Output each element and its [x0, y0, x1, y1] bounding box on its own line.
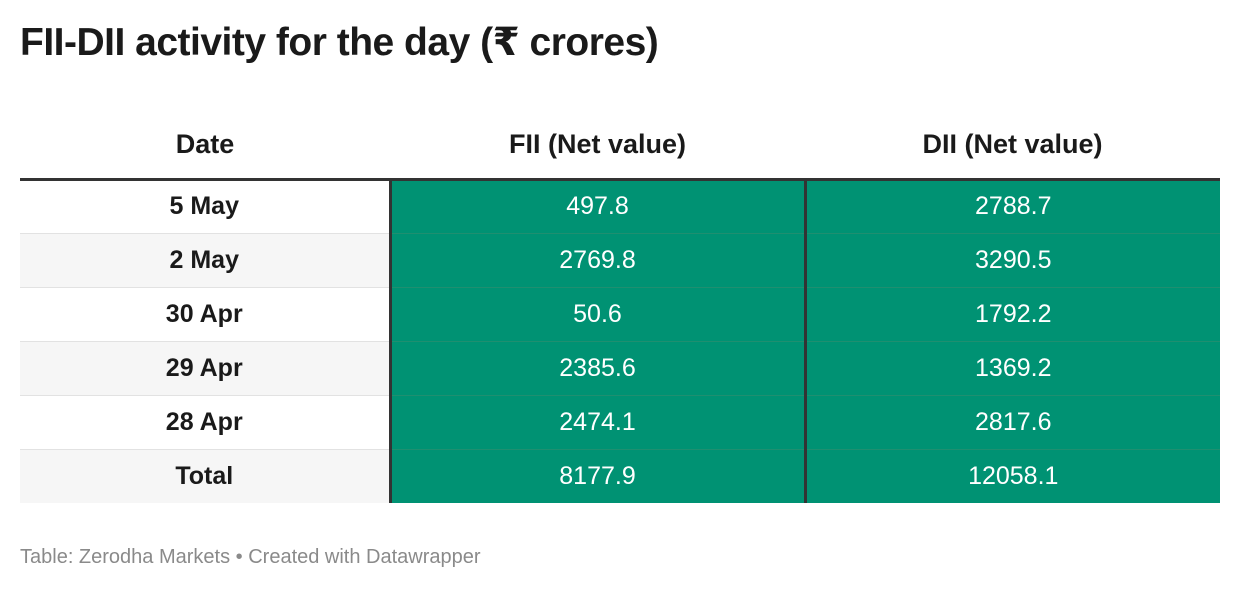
fii-value-cell: 50.6: [388, 287, 807, 342]
dii-value-cell: 2817.6: [805, 395, 1220, 450]
source-footer: Table: Zerodha Markets • Created with Da…: [20, 546, 481, 568]
column-header-fii: FII (Net value): [390, 110, 805, 181]
table-row: 30 Apr 50.6 1792.2: [20, 287, 1220, 342]
table-row: 29 Apr 2385.6 1369.2: [20, 341, 1220, 396]
date-cell: 29 Apr: [20, 341, 390, 396]
column-header-dii: DII (Net value): [805, 110, 1220, 181]
table-body: 5 May 497.8 2788.7 2 May 2769.8 3290.5 3…: [20, 179, 1220, 503]
table-row: 5 May 497.8 2788.7: [20, 179, 1220, 234]
table-row: 2 May 2769.8 3290.5: [20, 233, 1220, 288]
dii-value-cell: 2788.7: [805, 179, 1220, 234]
fii-value-cell: 2385.6: [388, 341, 807, 396]
date-cell: 2 May: [20, 233, 390, 288]
fii-dii-table: Date FII (Net value) DII (Net value) 5 M…: [20, 110, 1220, 503]
fii-value-cell: 497.8: [388, 179, 807, 234]
fii-value-cell: 2474.1: [388, 395, 807, 450]
date-cell: 30 Apr: [20, 287, 390, 342]
data-table-container: Date FII (Net value) DII (Net value) 5 M…: [20, 110, 1220, 503]
dii-value-cell: 1792.2: [805, 287, 1220, 342]
chart-title: FII-DII activity for the day (₹ crores): [20, 21, 659, 64]
dii-value-cell: 1369.2: [805, 341, 1220, 396]
column-header-date: Date: [20, 110, 390, 181]
fii-value-cell: 2769.8: [388, 233, 807, 288]
table-header-row: Date FII (Net value) DII (Net value): [20, 110, 1220, 181]
total-label-cell: Total: [20, 449, 390, 503]
table-row-total: Total 8177.9 12058.1: [20, 449, 1220, 503]
dii-total-cell: 12058.1: [805, 449, 1220, 503]
table-row: 28 Apr 2474.1 2817.6: [20, 395, 1220, 450]
date-cell: 28 Apr: [20, 395, 390, 450]
fii-total-cell: 8177.9: [388, 449, 807, 503]
dii-value-cell: 3290.5: [805, 233, 1220, 288]
date-cell: 5 May: [20, 179, 390, 234]
